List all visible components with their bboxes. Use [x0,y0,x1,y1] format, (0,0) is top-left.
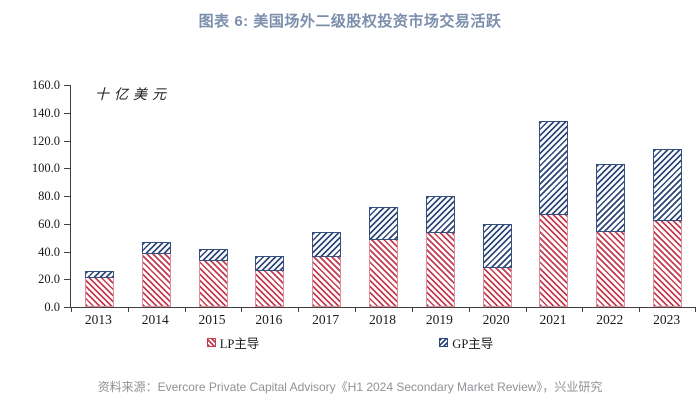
y-tick-mark-40 [64,251,70,253]
x-axis-tick-mark [184,308,186,312]
bar-2019-lp-segment [425,233,455,307]
x-tick-label-2023: 2023 [653,312,681,327]
bar-2015-lp-segment [198,261,228,307]
bar-2020 [482,223,512,307]
bar-2023-lp-segment [653,220,683,307]
y-tick-label-100: 100.0 [31,161,60,176]
source-note: 资料来源：Evercore Private Capital Advisory《H… [97,380,603,394]
bar-2019 [425,196,455,307]
x-axis-tick-mark [639,308,641,312]
legend-marker-lp-icon [206,338,216,347]
bar-2022-lp-segment [596,232,626,307]
x-tick-label-2015: 2015 [198,312,226,327]
x-axis-tick-mark [582,308,584,312]
legend-label-lp: LP主导 [219,337,260,351]
x-axis-tick-mark [241,308,243,312]
y-tick-mark-100 [64,168,70,170]
x-tick-label-2014: 2014 [141,312,169,327]
bar-2018-lp-segment [369,240,398,307]
bar-2016-gp-segment [255,255,285,271]
x-axis-tick-mark [411,308,413,312]
x-tick-label-2022: 2022 [596,312,624,327]
x-axis-tick-mark [525,308,527,312]
y-axis-tick-marks [64,85,70,308]
bar-2015-gp-segment [198,248,228,262]
y-tick-mark-120 [64,140,70,142]
bar-2013-lp-segment [84,277,114,307]
bar-2022-gp-segment [596,164,626,233]
bar-2014 [141,241,171,307]
bar-2016-lp-segment [255,270,285,307]
y-tick-mark-0 [64,307,70,308]
y-axis-tick-labels: 0.0 20.0 40.0 60.0 80.0 100.0 120.0 140.0 160.0 [0,78,60,314]
chart-legend: LP主导 GP主导 [0,333,700,352]
x-axis-tick-mark [71,308,72,312]
bar-2014-gp-segment [141,241,171,255]
legend-item-lp: LP主导 [206,333,260,352]
y-tick-mark-80 [64,196,70,197]
bar-2023 [653,148,683,307]
x-tick-label-2016: 2016 [255,312,283,327]
plot-area [70,85,696,312]
bar-2020-gp-segment [482,223,512,269]
legend-marker-gp-icon [439,338,449,347]
y-tick-label-80: 80.0 [38,189,60,203]
x-tick-label-2013: 2013 [84,312,112,327]
bar-2020-lp-segment [482,268,512,307]
bar-2016 [255,255,285,307]
bar-2014-lp-segment [141,254,171,307]
y-tick-label-40: 40.0 [38,244,60,259]
y-tick-label-20: 20.0 [38,272,60,287]
y-tick-mark-140 [64,112,70,114]
x-axis-tick-labels: 2013 2014 2015 2016 2017 2018 2019 2020 2021 2022… [70,312,695,330]
x-axis-tick-mark [695,308,696,312]
bar-2018 [369,207,398,307]
x-tick-label-2020: 2020 [482,312,510,327]
legend-label-gp: GP主导 [452,337,494,351]
y-tick-label-0: 0.0 [44,300,60,314]
bar-2013 [84,270,114,307]
y-tick-label-120: 120.0 [31,133,60,148]
x-tick-label-2017: 2017 [312,312,340,327]
x-axis-tick-mark [127,308,129,312]
y-tick-mark-20 [64,279,70,281]
bar-2013-gp-segment [84,270,114,278]
x-axis-tick-mark [468,308,470,312]
y-tick-label-160: 160.0 [31,78,60,92]
y-axis-unit-label: 十亿美元 [95,88,171,103]
bar-2017-lp-segment [312,257,342,307]
bar-2021 [539,121,569,307]
bar-2017-gp-segment [312,232,342,258]
y-tick-label-60: 60.0 [38,216,60,231]
bar-2021-lp-segment [539,215,569,307]
bar-2015 [198,248,228,307]
x-axis-tick-mark [298,308,300,312]
y-tick-mark-60 [64,223,70,225]
x-tick-label-2019: 2019 [425,312,453,327]
x-tick-label-2021: 2021 [539,312,567,327]
y-tick-label-140: 140.0 [31,105,60,120]
x-tick-label-2018: 2018 [369,312,396,327]
x-axis-tick-mark [355,308,357,312]
legend-item-gp: GP主导 [439,333,493,352]
bar-2017 [312,232,342,307]
y-tick-mark-160 [64,85,70,86]
bar-2023-gp-segment [653,148,683,221]
bar-2019-gp-segment [425,196,455,234]
bar-2021-gp-segment [539,121,569,216]
bar-2018-gp-segment [369,207,398,241]
bar-2022 [596,164,626,307]
figure-title: 图表 6: 美国场外二级股权投资市场交易活跃 [198,13,502,30]
